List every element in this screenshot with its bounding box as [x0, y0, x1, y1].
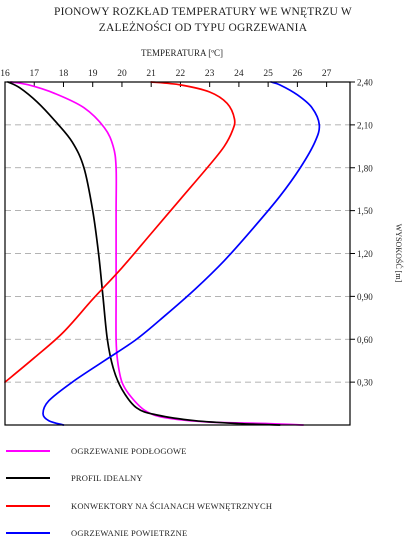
chart-title: PIONOWY ROZKŁAD TEMPERATURY WE WNĘTRZU W… [0, 4, 406, 36]
x-tick-label: 26 [293, 69, 303, 79]
y-tick-label: 0,30 [357, 378, 373, 388]
x-tick-label: 20 [117, 69, 127, 79]
x-tick-label: 27 [322, 69, 332, 79]
plot-frame [4, 81, 351, 426]
grid [5, 124, 350, 383]
series-ideal-profile [7, 81, 281, 426]
x-tick-label: 18 [59, 69, 69, 79]
x-tick-label: 23 [205, 69, 215, 79]
series-lines [4, 81, 321, 426]
y-tick-label: 0,60 [357, 335, 373, 345]
y-axis-label: WYSOKOŚĆ [m] [394, 224, 404, 283]
series-wall-convectors [4, 81, 236, 383]
x-tick-label: 16 [0, 69, 10, 79]
chart-title-line-2: ZALEŻNOŚCI OD TYPU OGRZEWANIA [98, 22, 308, 34]
x-tick-label: 21 [146, 69, 156, 79]
y-tick-label: 1,20 [357, 249, 373, 259]
y-tick-label: 2,40 [357, 78, 373, 88]
y-tick-label: 2,10 [357, 120, 373, 130]
x-axis-ticks: 16 17 18 19 20 21 22 23 24 25 26 27 [0, 69, 332, 87]
chart-title-line-1: PIONOWY ROZKŁAD TEMPERATURY WE WNĘTRZU W [54, 6, 352, 18]
x-tick-label: 25 [263, 69, 273, 79]
y-tick-label: 0,90 [357, 292, 373, 302]
series-floor-heating [10, 81, 305, 426]
y-tick-label: 1,50 [357, 206, 373, 216]
y-tick-label: 1,80 [357, 163, 373, 173]
x-tick-label: 19 [88, 69, 98, 79]
x-tick-label: 17 [29, 69, 39, 79]
x-tick-label: 24 [234, 69, 244, 79]
y-axis-ticks: 0,30 0,60 0,90 1,20 1,50 1,80 2,10 2,40 [350, 78, 373, 388]
x-axis-label: TEMPERATURA [ºC] [141, 48, 223, 58]
x-tick-label: 22 [176, 69, 186, 79]
series-air-heating [42, 81, 321, 426]
